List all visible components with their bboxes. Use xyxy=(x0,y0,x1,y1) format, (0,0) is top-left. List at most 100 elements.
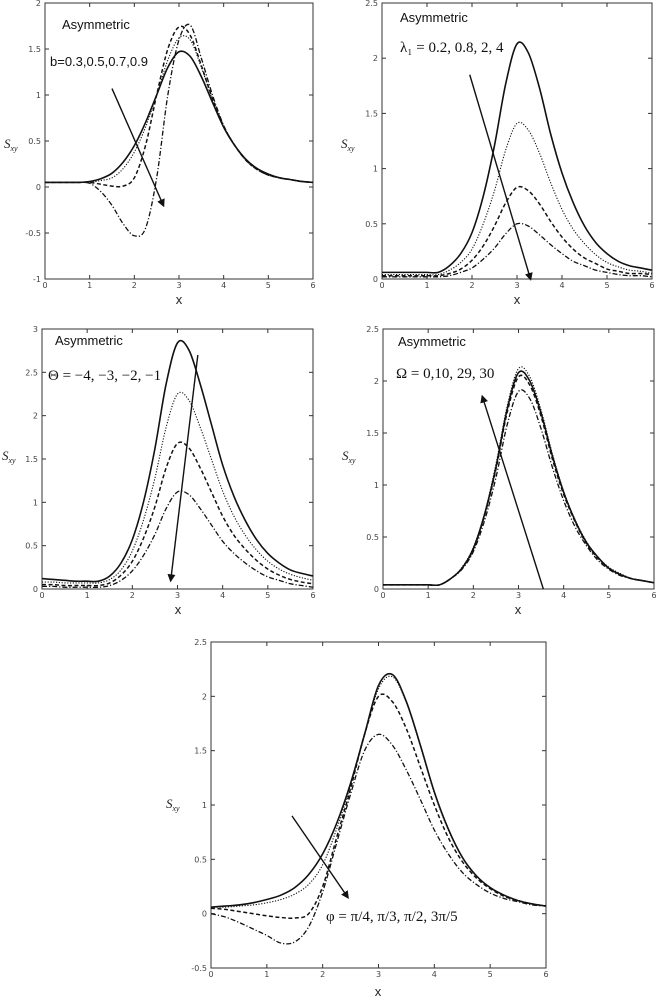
x-tick-label: 6 xyxy=(310,591,315,600)
x-tick-label: 6 xyxy=(543,970,548,979)
series-line-dotted xyxy=(381,121,653,276)
y-axis-label-base: S xyxy=(341,136,348,151)
x-axis-label: x xyxy=(176,292,183,307)
y-tick-label: 0.5 xyxy=(25,542,38,551)
x-tick-label: 1 xyxy=(87,281,92,290)
y-tick-label: 2 xyxy=(202,692,207,701)
series-line-dashdot xyxy=(41,490,314,589)
y-tick-label: 1.5 xyxy=(25,455,38,464)
x-tick-label: 1 xyxy=(85,591,90,600)
x-tick-label: 1 xyxy=(264,970,269,979)
parameter-label: Θ = −4, −3, −2, −1 xyxy=(48,368,161,384)
y-tick-label: 1 xyxy=(36,91,41,100)
x-tick-label: 5 xyxy=(488,970,493,979)
y-axis-label-base: S xyxy=(4,136,11,151)
x-axis-label: x xyxy=(514,292,521,307)
x-tick-label: 3 xyxy=(376,970,381,979)
series-line-dashdot xyxy=(381,222,653,278)
x-tick-label: 3 xyxy=(175,591,180,600)
y-tick-label: 2.5 xyxy=(194,638,207,647)
series-line-solid xyxy=(45,50,314,184)
y-tick-label: 0.5 xyxy=(194,855,207,864)
subplot-3: 0 1 2 3 4 5 6 0 0.5 1 1.5 2 2.5 3 x Sxy Asymmetric Θ = −4… xyxy=(2,325,316,617)
annotation-label: Asymmetric xyxy=(55,333,123,348)
x-tick-label: 2 xyxy=(471,591,476,600)
series-line-solid xyxy=(41,339,314,583)
y-axis-label-sub: xy xyxy=(8,456,17,465)
x-tick-label: 6 xyxy=(651,591,656,600)
series-line-dotted xyxy=(41,391,314,584)
y-tick-label: -1 xyxy=(33,275,41,284)
y-tick-label: 1 xyxy=(374,481,379,490)
y-tick-label: 2.5 xyxy=(365,0,378,8)
y-axis-label-sub: xy xyxy=(347,144,356,153)
series-line-dashed xyxy=(45,25,314,188)
y-tick-label: 1.5 xyxy=(194,747,207,756)
annotation-label: Asymmetric xyxy=(400,10,468,25)
parameter-label: λ₁ = 0.2, 0.8, 2, 4 xyxy=(400,40,504,56)
series-line-solid xyxy=(210,672,547,908)
x-axis-label: x xyxy=(515,602,522,617)
x-tick-label: 0 xyxy=(42,281,47,290)
y-tick-label: 0.5 xyxy=(28,137,41,146)
x-tick-label: 0 xyxy=(208,970,213,979)
series-line-dashdot xyxy=(383,389,655,586)
x-tick-label: 3 xyxy=(516,591,521,600)
x-tick-label: 3 xyxy=(514,281,519,290)
y-tick-label: 0 xyxy=(373,275,378,284)
series-line-dotted xyxy=(383,366,655,586)
y-tick-label: 0 xyxy=(374,585,379,594)
series-line-dashed xyxy=(210,693,547,919)
annotation-label: Asymmetric xyxy=(62,17,130,32)
y-axis-label: Sxy xyxy=(342,448,356,465)
x-tick-label: 0 xyxy=(379,281,384,290)
y-tick-label: 1.5 xyxy=(28,45,41,54)
trend-arrow xyxy=(111,88,165,208)
y-axis-label-base: S xyxy=(342,448,349,463)
x-tick-label: 5 xyxy=(265,591,270,600)
y-tick-label: 0.5 xyxy=(365,220,378,229)
x-axis-label: x xyxy=(375,984,382,999)
x-tick-label: 6 xyxy=(310,281,315,290)
series-line-dotted xyxy=(210,675,547,908)
x-tick-label: 2 xyxy=(469,281,474,290)
series-line-dashed xyxy=(41,441,314,587)
trend-arrow xyxy=(291,815,349,900)
y-axis-label: Sxy xyxy=(4,136,18,153)
y-tick-label: 2 xyxy=(33,412,38,421)
parameter-label: Ω = 0,10, 29, 30 xyxy=(396,366,494,382)
subplot-4: 0 1 2 3 4 5 6 0 0.5 1 1.5 2 2.5 x Sxy Asymmetric Ω = 0,1… xyxy=(342,325,657,617)
y-tick-label: 3 xyxy=(33,325,38,334)
series-line-solid xyxy=(383,370,655,587)
y-axis-label-sub: xy xyxy=(10,144,19,153)
y-tick-label: 2.5 xyxy=(366,325,379,334)
x-tick-label: 5 xyxy=(266,281,271,290)
y-axis-label-sub: xy xyxy=(172,804,181,813)
x-tick-label: 6 xyxy=(649,281,654,290)
y-axis-label-base: S xyxy=(2,448,9,463)
parameter-label: φ = π/4, π/3, π/2, 3π/5 xyxy=(326,909,458,925)
y-tick-label: 1 xyxy=(33,498,38,507)
plot-frame xyxy=(44,2,314,280)
y-tick-label: 0.5 xyxy=(366,533,379,542)
x-tick-label: 2 xyxy=(130,591,135,600)
x-tick-label: 1 xyxy=(426,591,431,600)
x-tick-label: 0 xyxy=(380,591,385,600)
y-axis-label-base: S xyxy=(166,796,173,811)
subplot-2: 0 1 2 3 4 5 6 0 0.5 1 1.5 2 2.5 x Sxy Asymmetric λ₁ = 0.… xyxy=(341,0,655,307)
y-axis-label: Sxy xyxy=(2,448,16,465)
y-tick-label: 0 xyxy=(33,585,38,594)
parameter-label: b=0.3,0.5,0.7,0.9 xyxy=(50,54,148,69)
series-line-dashdot xyxy=(210,733,547,945)
subplot-1: 0 1 2 3 4 5 6 -1 -0.5 0 0.5 1 1.5 2 x Sxy Asymmetric b=0.… xyxy=(4,0,316,307)
y-tick-label: -0.5 xyxy=(25,229,41,238)
y-tick-label: 2 xyxy=(373,54,378,63)
y-tick-label: 1.5 xyxy=(366,429,379,438)
y-axis-label: Sxy xyxy=(166,796,180,813)
x-tick-label: 4 xyxy=(220,591,225,600)
x-tick-label: 4 xyxy=(561,591,566,600)
x-tick-label: 3 xyxy=(176,281,181,290)
y-tick-label: 1 xyxy=(202,801,207,810)
